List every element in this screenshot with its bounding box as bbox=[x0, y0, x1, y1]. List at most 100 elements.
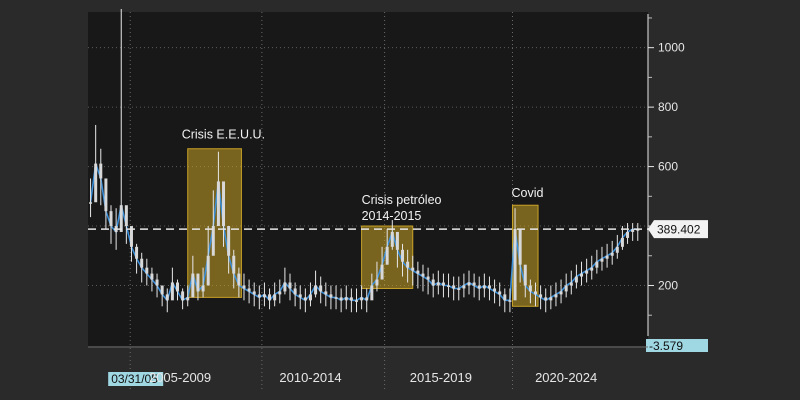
min-value-badge bbox=[646, 339, 708, 352]
candle-body bbox=[600, 258, 604, 262]
candle-body bbox=[216, 181, 220, 227]
candle-body bbox=[119, 205, 123, 232]
candle-body bbox=[426, 276, 430, 280]
candle-body bbox=[252, 291, 256, 295]
candle-body bbox=[487, 285, 491, 289]
candle-body bbox=[242, 285, 246, 289]
candle-body bbox=[610, 252, 614, 256]
candle-body bbox=[308, 294, 312, 301]
candle-body bbox=[283, 282, 287, 292]
candle-body bbox=[324, 291, 328, 295]
period-label: 2015-2019 bbox=[410, 370, 472, 385]
candle-body bbox=[493, 288, 497, 292]
candle-body bbox=[401, 249, 405, 262]
candle-body bbox=[406, 261, 410, 268]
candle-body bbox=[319, 285, 323, 292]
candle-body bbox=[155, 279, 159, 286]
y-tick-label: 200 bbox=[658, 278, 678, 292]
candle-body bbox=[181, 291, 185, 301]
candle-body bbox=[273, 294, 277, 301]
candle-body bbox=[503, 294, 507, 301]
candle-body bbox=[528, 285, 532, 292]
candle-body bbox=[232, 255, 236, 274]
candle-body bbox=[329, 294, 333, 298]
candle-body bbox=[262, 294, 266, 298]
candle-body bbox=[227, 226, 231, 256]
candle-body bbox=[211, 226, 215, 256]
candle-body bbox=[150, 273, 154, 280]
series-layer bbox=[89, 9, 640, 313]
candle-body bbox=[201, 285, 205, 292]
candle-body bbox=[206, 255, 210, 286]
candle-body bbox=[349, 297, 353, 301]
candle-body bbox=[498, 291, 502, 295]
candle-body bbox=[533, 291, 537, 295]
candle-body bbox=[559, 291, 563, 295]
candle-body bbox=[620, 237, 624, 247]
start-date-badge bbox=[108, 372, 164, 386]
candle-body bbox=[354, 300, 358, 302]
candle-body bbox=[441, 282, 445, 286]
candle-body bbox=[288, 282, 292, 289]
min-value-label: -3.579 bbox=[649, 339, 683, 353]
candle-body bbox=[467, 282, 471, 286]
candle-body bbox=[257, 294, 261, 298]
candle-body bbox=[339, 297, 343, 301]
candle-body bbox=[595, 261, 599, 268]
candle-body bbox=[278, 291, 282, 295]
candle-body bbox=[569, 282, 573, 286]
candle-body bbox=[385, 246, 389, 265]
candle-body bbox=[518, 229, 522, 265]
candle-body bbox=[196, 273, 200, 292]
candle-body bbox=[605, 255, 609, 259]
candle-body bbox=[564, 285, 568, 292]
candle-body bbox=[590, 267, 594, 271]
candle-body bbox=[109, 211, 113, 227]
candle-body bbox=[554, 294, 558, 298]
candle-body bbox=[160, 285, 164, 295]
candle-body bbox=[170, 282, 174, 301]
candle-body bbox=[508, 300, 512, 302]
candle-body bbox=[580, 273, 584, 277]
candle-body bbox=[549, 297, 553, 301]
candle-body bbox=[431, 279, 435, 286]
candle-body bbox=[411, 267, 415, 271]
candle-body bbox=[303, 297, 307, 301]
annotation-label: Crisis E.E.U.U. bbox=[182, 128, 265, 142]
candle-body bbox=[129, 226, 133, 247]
period-label: 2005-2009 bbox=[149, 370, 211, 385]
annotation-label-layer: Crisis E.E.U.U. Crisis petróleo 2014-2015 C… bbox=[182, 128, 544, 223]
annotation-label: Crisis petróleo bbox=[362, 193, 442, 207]
candle-body bbox=[447, 285, 451, 287]
candle-body bbox=[191, 273, 195, 298]
candle-body bbox=[165, 294, 169, 301]
candle-body bbox=[462, 285, 466, 289]
candle-body bbox=[140, 258, 144, 268]
current-value-label: 389.402 bbox=[657, 223, 701, 237]
annotation-label: 2014-2015 bbox=[362, 209, 422, 223]
candle-body bbox=[380, 264, 384, 280]
candle-body bbox=[237, 273, 241, 286]
y-tick-label: 600 bbox=[658, 160, 678, 174]
current-value-badge bbox=[648, 220, 708, 239]
candle-body bbox=[574, 276, 578, 283]
plot-area bbox=[88, 12, 648, 346]
candle-body bbox=[375, 279, 379, 286]
candle-body bbox=[175, 282, 179, 292]
candle-body bbox=[395, 231, 399, 250]
candle-body bbox=[544, 297, 548, 301]
start-date-label: 03/31/05 bbox=[111, 372, 158, 386]
candle-body bbox=[247, 288, 251, 292]
candle-body bbox=[89, 202, 93, 204]
candle-body bbox=[482, 285, 486, 289]
candle-body bbox=[298, 294, 302, 298]
candle-body bbox=[124, 205, 128, 227]
candle-body bbox=[268, 294, 272, 301]
candle-body bbox=[472, 282, 476, 286]
candle-body bbox=[390, 231, 394, 247]
candle-body bbox=[293, 288, 297, 295]
candle-body bbox=[104, 178, 108, 212]
candle-body bbox=[416, 270, 420, 274]
candle-body bbox=[585, 270, 589, 274]
